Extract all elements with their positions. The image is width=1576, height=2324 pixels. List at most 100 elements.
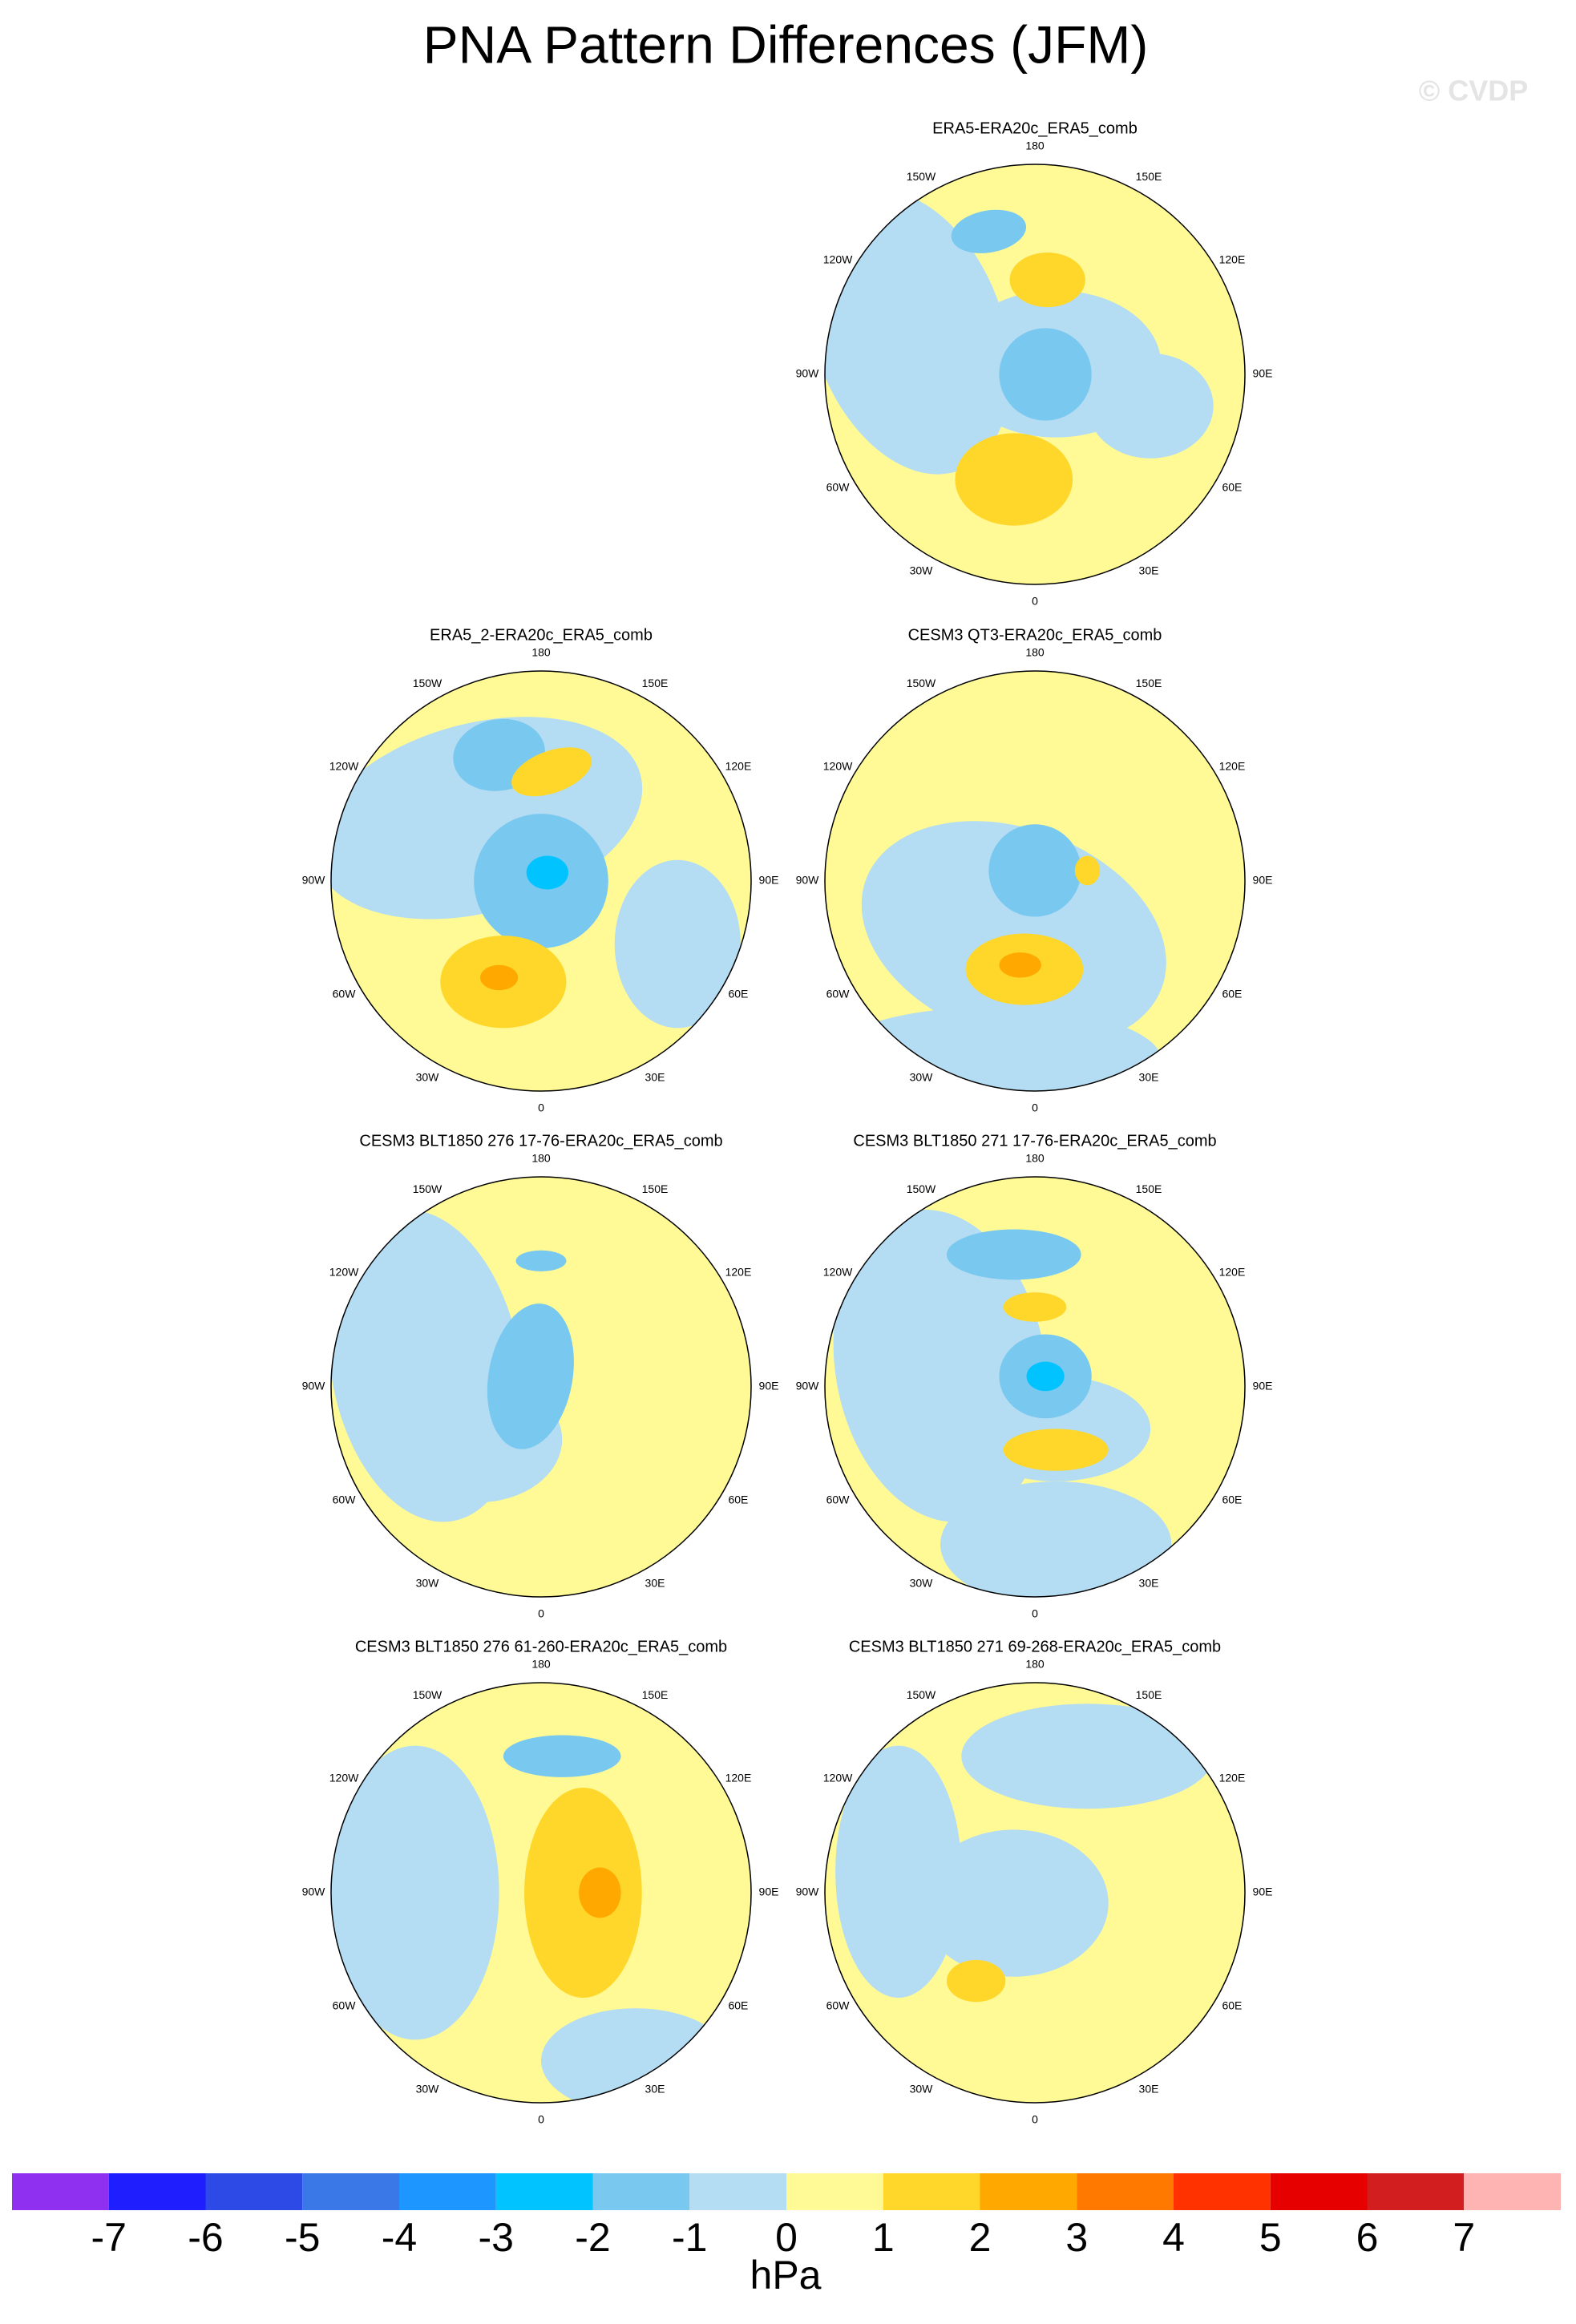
map-border — [824, 670, 1246, 1092]
colorbar-tick-label: 5 — [1259, 2215, 1282, 2260]
shaded-region — [541, 2008, 730, 2103]
colorbar-tick-label: 7 — [1453, 2215, 1475, 2260]
longitude-label: 150E — [642, 1182, 669, 1195]
longitude-label: 60W — [826, 988, 851, 1000]
shaded-region — [614, 859, 741, 1029]
longitude-label: 90E — [759, 1380, 779, 1392]
colorbar-box — [1464, 2173, 1561, 2210]
colorbar-tick-label: 1 — [872, 2215, 895, 2260]
shaded-region — [919, 1829, 1109, 1977]
map-panel: ERA5-ERA20c_ERA5_comb 180 150E 120E 90E 60E 30… — [796, 119, 1273, 608]
longitude-label: 60E — [728, 1493, 748, 1506]
map-border — [824, 164, 1246, 585]
colorbar-box — [883, 2173, 980, 2210]
colorbar-tick-label: 2 — [969, 2215, 992, 2260]
colorbar-tick-label: -5 — [285, 2215, 320, 2260]
colorbar-box — [108, 2173, 206, 2210]
map-border — [824, 1682, 1246, 2104]
figure-title: PNA Pattern Differences (JFM) — [423, 14, 1149, 74]
longitude-label: 30E — [1139, 564, 1159, 577]
map-border — [330, 670, 752, 1092]
longitude-label: 30E — [645, 1577, 665, 1590]
longitude-label: 90W — [796, 1380, 820, 1392]
colorbar-box — [689, 2173, 786, 2210]
longitude-label: 60E — [1222, 481, 1242, 494]
longitude-label: 30W — [416, 1071, 440, 1084]
longitude-label: 90W — [796, 1885, 820, 1898]
longitude-label: 120W — [329, 760, 359, 773]
longitude-label: 0 — [1032, 595, 1038, 608]
longitude-label: 120E — [1219, 253, 1246, 266]
longitude-label: 30W — [910, 1071, 934, 1084]
panel-title: CESM3 BLT1850 276 61-260-ERA20c_ERA5_com… — [355, 1638, 727, 1655]
colorbar-tick-label: 3 — [1065, 2215, 1088, 2260]
longitude-label: 120E — [725, 1266, 752, 1279]
panel-title: ERA5-ERA20c_ERA5_comb — [932, 119, 1138, 137]
shaded-region — [1003, 1292, 1067, 1322]
map-panel: CESM3 BLT1850 276 61-260-ERA20c_ERA5_com… — [302, 1638, 779, 2125]
longitude-label: 150E — [1136, 1688, 1162, 1701]
longitude-label: 150W — [907, 170, 936, 183]
map-panel: CESM3 BLT1850 276 17-76-ERA20c_ERA5_comb… — [302, 1132, 779, 1619]
longitude-label: 150W — [907, 677, 936, 689]
longitude-label: 60W — [333, 1493, 357, 1506]
longitude-label: 150W — [907, 1688, 936, 1701]
colorbar-box — [399, 2173, 496, 2210]
longitude-label: 90W — [302, 874, 326, 887]
longitude-label: 30E — [1139, 2083, 1159, 2096]
map-fill — [825, 1683, 1245, 2103]
longitude-label: 180 — [531, 1658, 551, 1671]
longitude-label: 120W — [823, 760, 853, 773]
longitude-label: 60E — [1222, 1493, 1242, 1506]
map-fill — [825, 164, 1245, 584]
panel-title: CESM3 BLT1850 271 17-76-ERA20c_ERA5_comb — [853, 1132, 1216, 1150]
shaded-region — [480, 964, 519, 991]
map-border — [824, 1176, 1246, 1598]
colorbar-box — [12, 2173, 109, 2210]
shaded-region — [999, 952, 1041, 978]
longitude-label: 30W — [910, 1577, 934, 1590]
longitude-label: 0 — [1032, 1101, 1038, 1114]
longitude-label: 90E — [1253, 1380, 1273, 1392]
shaded-region — [1074, 855, 1101, 886]
longitude-label: 60W — [333, 988, 357, 1000]
longitude-label: 90W — [796, 874, 820, 887]
colorbar-box — [1270, 2173, 1368, 2210]
longitude-label: 180 — [531, 646, 551, 659]
longitude-label: 30E — [645, 2083, 665, 2096]
map-panel: CESM3 BLT1850 271 17-76-ERA20c_ERA5_comb… — [796, 1132, 1273, 1619]
watermark: © CVDP — [1419, 75, 1529, 107]
map-fill — [825, 1177, 1245, 1597]
colorbar-box — [302, 2173, 399, 2210]
longitude-label: 60W — [826, 481, 851, 494]
shaded-region — [1009, 253, 1085, 308]
longitude-label: 60E — [728, 1999, 748, 2012]
longitude-label: 150W — [413, 1688, 442, 1701]
longitude-label: 180 — [531, 1152, 551, 1165]
colorbar-box — [1077, 2173, 1174, 2210]
longitude-label: 60W — [826, 1493, 851, 1506]
longitude-label: 150W — [413, 1182, 442, 1195]
map-border — [330, 1682, 752, 2104]
shaded-region — [825, 1007, 1162, 1091]
colorbar-box — [980, 2173, 1077, 2210]
longitude-label: 30E — [1139, 1577, 1159, 1590]
longitude-label: 150E — [1136, 170, 1162, 183]
colorbar-tick-label: 4 — [1162, 2215, 1185, 2260]
colorbar-box — [592, 2173, 690, 2210]
longitude-label: 90W — [796, 367, 820, 380]
longitude-label: 120W — [823, 253, 853, 266]
longitude-label: 150E — [1136, 1182, 1162, 1195]
longitude-label: 30E — [645, 1071, 665, 1084]
longitude-label: 180 — [1025, 1152, 1045, 1165]
longitude-label: 30E — [1139, 1071, 1159, 1084]
longitude-label: 90W — [302, 1885, 326, 1898]
panel-title: ERA5_2-ERA20c_ERA5_comb — [430, 626, 653, 644]
longitude-label: 120E — [1219, 1772, 1246, 1784]
shaded-region — [526, 855, 569, 890]
longitude-label: 120W — [329, 1266, 359, 1279]
colorbar-tick-label: 6 — [1356, 2215, 1379, 2260]
longitude-label: 0 — [1032, 2113, 1038, 2126]
